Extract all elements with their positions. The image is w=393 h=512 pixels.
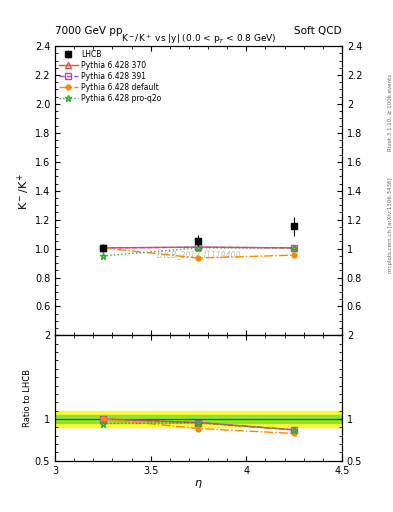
Legend: LHCB, Pythia 6.428 370, Pythia 6.428 391, Pythia 6.428 default, Pythia 6.428 pro: LHCB, Pythia 6.428 370, Pythia 6.428 391… bbox=[57, 48, 163, 104]
Line: Pythia 6.428 370: Pythia 6.428 370 bbox=[100, 244, 297, 251]
Text: mcplots.cern.ch [arXiv:1306.3436]: mcplots.cern.ch [arXiv:1306.3436] bbox=[388, 178, 393, 273]
Pythia 6.428 370 bbox=[196, 244, 201, 250]
Pythia 6.428 370 bbox=[101, 245, 105, 251]
Y-axis label: Ratio to LHCB: Ratio to LHCB bbox=[23, 369, 32, 427]
Pythia 6.428 391 bbox=[196, 244, 201, 250]
Pythia 6.428 370 bbox=[292, 245, 296, 251]
Text: Soft QCD: Soft QCD bbox=[294, 26, 342, 36]
Y-axis label: K$^-$/K$^+$: K$^-$/K$^+$ bbox=[16, 172, 32, 209]
Bar bbox=[55, 415, 342, 423]
Line: Pythia 6.428 pro-q2o: Pythia 6.428 pro-q2o bbox=[99, 244, 298, 259]
Pythia 6.428 default bbox=[292, 252, 296, 258]
Pythia 6.428 pro-q2o bbox=[292, 245, 296, 251]
Pythia 6.428 pro-q2o bbox=[101, 253, 105, 259]
Text: LHCB_2012_I1119400: LHCB_2012_I1119400 bbox=[156, 250, 241, 259]
Line: Pythia 6.428 default: Pythia 6.428 default bbox=[100, 245, 297, 261]
Title: K$^-$/K$^+$ vs |y| (0.0 < p$_T$ < 0.8 GeV): K$^-$/K$^+$ vs |y| (0.0 < p$_T$ < 0.8 Ge… bbox=[121, 32, 276, 46]
Pythia 6.428 pro-q2o bbox=[196, 245, 201, 251]
Pythia 6.428 default bbox=[196, 255, 201, 261]
Text: Rivet 3.1.10, ≥ 100k events: Rivet 3.1.10, ≥ 100k events bbox=[388, 74, 393, 151]
Pythia 6.428 391 bbox=[292, 245, 296, 251]
Pythia 6.428 default bbox=[101, 245, 105, 251]
Bar bbox=[55, 411, 342, 428]
Text: 7000 GeV pp: 7000 GeV pp bbox=[55, 26, 123, 36]
Pythia 6.428 391 bbox=[101, 245, 105, 251]
X-axis label: $\eta$: $\eta$ bbox=[194, 478, 203, 490]
Line: Pythia 6.428 391: Pythia 6.428 391 bbox=[100, 244, 297, 251]
